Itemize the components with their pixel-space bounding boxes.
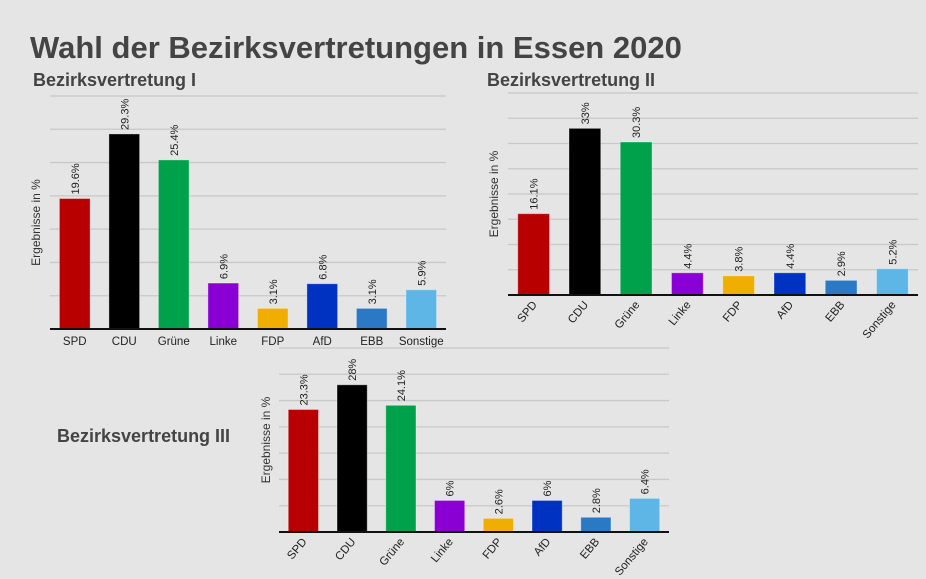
bar-sonstige (629, 497, 661, 533)
y-axis-label: Ergebnisse in % (487, 150, 501, 237)
data-label: 3.1% (268, 279, 280, 304)
x-tick-label: Grüne (158, 336, 190, 348)
chart-3-title: Bezirksvertretung III (57, 426, 231, 446)
x-tick-label: FDP (261, 336, 284, 348)
x-tick-label: SPD (516, 299, 540, 325)
data-label: 28% (347, 359, 359, 381)
data-label: 3.1% (367, 279, 379, 304)
bar-grüne (157, 159, 190, 330)
bar-afd (773, 272, 807, 296)
data-label: 16.1% (529, 178, 541, 209)
x-tick-label: EBB (578, 536, 602, 562)
page-title: Wahl der Bezirksvertretungen in Essen 20… (30, 30, 682, 65)
bar-sonstige (875, 268, 909, 296)
x-tick-label: CDU (333, 536, 358, 563)
data-label: 24.1% (396, 370, 408, 401)
bar-cdu (108, 133, 141, 330)
data-label: 6% (445, 480, 457, 496)
data-label: 6.4% (640, 469, 652, 494)
bar-grüne (619, 141, 653, 296)
bar-spd (287, 409, 319, 533)
data-label: 6% (542, 480, 554, 496)
bar-ebb (580, 516, 612, 533)
bar-linke (434, 499, 466, 533)
bar-grüne (385, 404, 417, 533)
x-tick-label: FDP (481, 536, 505, 562)
data-label: 5.9% (416, 260, 428, 285)
x-tick-label: EBB (823, 299, 847, 325)
bar-linke (670, 272, 704, 296)
x-tick-label: Linke (667, 299, 694, 328)
bar-linke (207, 282, 240, 330)
bar-spd (58, 198, 91, 330)
data-label: 6.9% (218, 254, 230, 279)
bar-spd (517, 213, 551, 296)
x-tick-label: Grüne (613, 299, 643, 331)
x-tick-label: EBB (360, 336, 383, 348)
bar-fdp (256, 307, 289, 330)
bar-cdu (336, 384, 368, 533)
x-tick-label: Sonstige (861, 299, 899, 341)
bar-afd (306, 283, 339, 330)
y-axis-label: Ergebnisse in % (259, 396, 273, 483)
x-tick-label: Sonstige (399, 336, 444, 348)
bar-sonstige (405, 289, 438, 330)
x-tick-label: Linke (429, 536, 456, 565)
data-label: 4.4% (682, 243, 694, 268)
data-label: 4.4% (785, 243, 797, 268)
bar-afd (531, 499, 563, 533)
data-label: 3.8% (734, 247, 746, 272)
bar-cdu (568, 127, 602, 296)
chart-1-title: Bezirksvertretung I (33, 70, 197, 90)
data-label: 2.9% (836, 251, 848, 276)
x-tick-label: CDU (566, 299, 591, 326)
bar-ebb (824, 279, 858, 296)
x-tick-label: AfD (775, 299, 797, 321)
x-tick-label: Linke (210, 336, 238, 348)
x-tick-label: SPD (285, 536, 309, 562)
x-tick-label: Sonstige (613, 536, 651, 578)
x-tick-label: Grüne (377, 536, 407, 568)
x-tick-label: AfD (532, 536, 554, 558)
data-label: 2.6% (493, 489, 505, 514)
data-label: 19.6% (70, 163, 82, 194)
data-label: 2.8% (591, 488, 603, 513)
data-label: 25.4% (169, 124, 181, 155)
data-label: 23.3% (298, 374, 310, 405)
data-label: 5.2% (887, 239, 899, 264)
bar-ebb (355, 307, 388, 330)
y-axis-label: Ergebnisse in % (29, 179, 43, 266)
data-label: 30.3% (631, 107, 643, 138)
bar-fdp (482, 517, 514, 533)
chart-2-title: Bezirksvertretung II (487, 70, 656, 90)
bar-fdp (722, 275, 756, 296)
x-tick-label: FDP (721, 299, 745, 325)
x-tick-label: AfD (313, 336, 332, 348)
data-label: 6.8% (317, 254, 329, 279)
data-label: 29.3% (119, 99, 131, 130)
data-label: 33% (580, 102, 592, 124)
x-tick-label: CDU (112, 336, 137, 348)
x-tick-label: SPD (63, 336, 87, 348)
